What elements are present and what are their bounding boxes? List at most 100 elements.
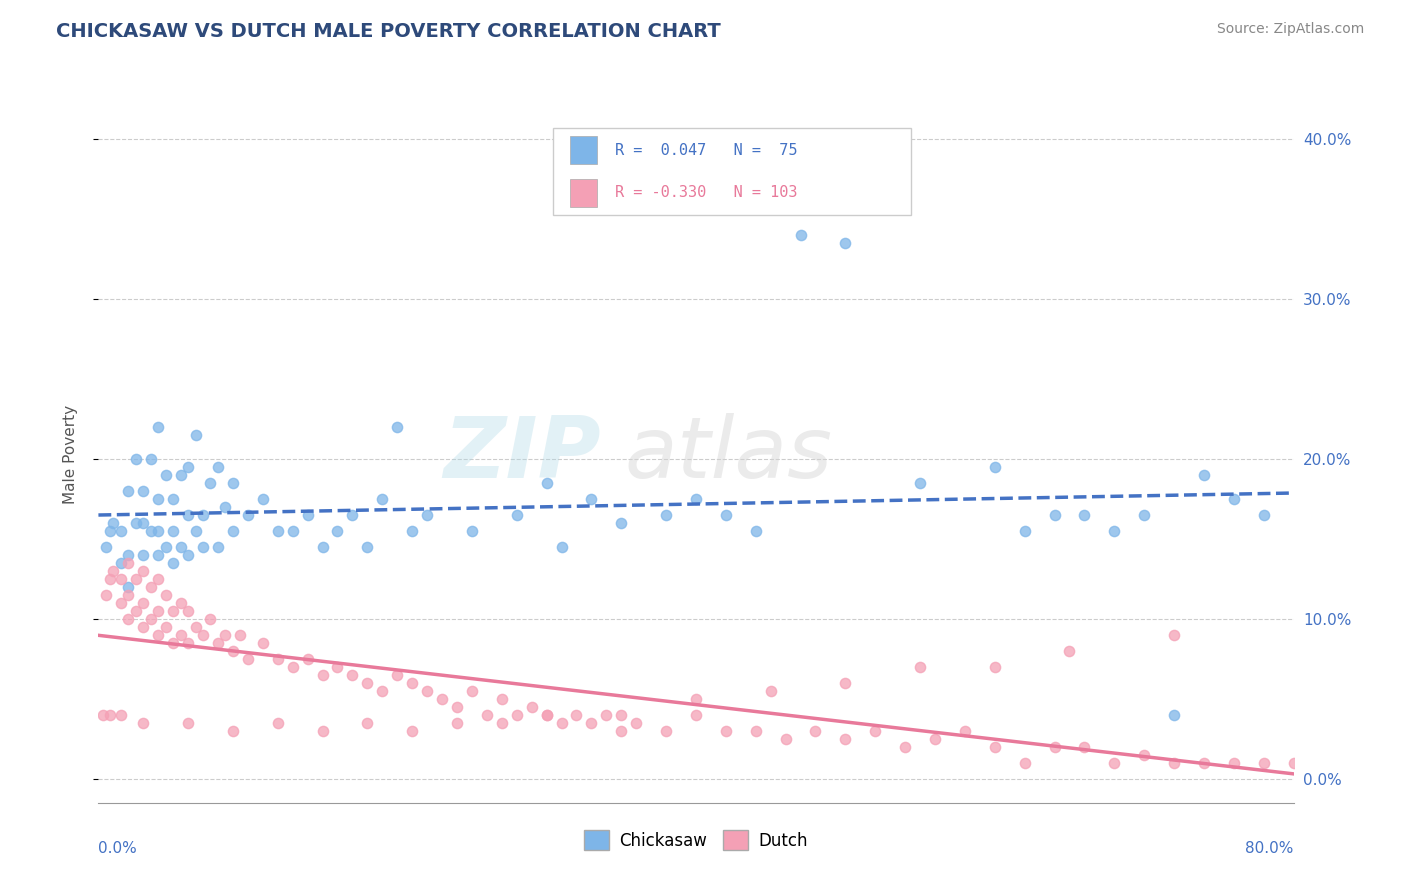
- Point: [1043, 508, 1066, 522]
- Point: [1223, 491, 1246, 506]
- Point: [550, 540, 572, 554]
- Point: [297, 652, 319, 666]
- Text: CHICKASAW VS DUTCH MALE POVERTY CORRELATION CHART: CHICKASAW VS DUTCH MALE POVERTY CORRELAT…: [56, 22, 721, 41]
- Text: R =  0.047   N =  75: R = 0.047 N = 75: [614, 143, 797, 158]
- Point: [132, 516, 155, 530]
- Point: [908, 660, 931, 674]
- Point: [326, 660, 349, 674]
- Point: [117, 612, 139, 626]
- Point: [191, 628, 214, 642]
- Point: [148, 524, 170, 538]
- Point: [191, 540, 214, 554]
- Point: [581, 491, 603, 506]
- Point: [252, 491, 274, 506]
- Point: [984, 660, 1007, 674]
- Point: [267, 715, 290, 730]
- Point: [311, 668, 333, 682]
- FancyBboxPatch shape: [571, 136, 596, 164]
- Point: [229, 628, 252, 642]
- Point: [1073, 508, 1095, 522]
- Point: [162, 491, 184, 506]
- Point: [311, 540, 333, 554]
- Point: [169, 628, 191, 642]
- Point: [214, 628, 236, 642]
- Point: [100, 707, 122, 722]
- Point: [117, 556, 139, 570]
- Point: [714, 508, 737, 522]
- Point: [461, 524, 484, 538]
- Point: [125, 516, 148, 530]
- Point: [834, 731, 856, 746]
- Point: [110, 596, 132, 610]
- Point: [1163, 707, 1185, 722]
- Point: [1192, 467, 1215, 482]
- Point: [117, 580, 139, 594]
- Point: [148, 572, 170, 586]
- Point: [139, 580, 162, 594]
- Point: [236, 508, 259, 522]
- Point: [401, 676, 423, 690]
- Point: [177, 715, 200, 730]
- Point: [714, 723, 737, 738]
- Point: [177, 636, 200, 650]
- Point: [139, 524, 162, 538]
- Point: [804, 723, 827, 738]
- Point: [565, 707, 588, 722]
- Point: [177, 508, 200, 522]
- Point: [94, 588, 117, 602]
- Point: [581, 715, 603, 730]
- FancyBboxPatch shape: [571, 178, 596, 207]
- Point: [1104, 524, 1126, 538]
- Point: [139, 451, 162, 466]
- Point: [155, 588, 177, 602]
- Point: [1073, 739, 1095, 754]
- Point: [177, 604, 200, 618]
- Point: [550, 715, 572, 730]
- Point: [430, 691, 453, 706]
- Point: [148, 548, 170, 562]
- Point: [94, 540, 117, 554]
- Point: [125, 604, 148, 618]
- Point: [132, 620, 155, 634]
- Point: [1192, 756, 1215, 770]
- Point: [132, 483, 155, 498]
- Point: [1014, 524, 1036, 538]
- Text: ZIP: ZIP: [443, 413, 600, 497]
- Point: [401, 723, 423, 738]
- Point: [834, 676, 856, 690]
- Point: [214, 500, 236, 514]
- FancyBboxPatch shape: [553, 128, 911, 215]
- Point: [132, 715, 155, 730]
- Point: [342, 668, 364, 682]
- Point: [139, 612, 162, 626]
- Point: [162, 524, 184, 538]
- Point: [924, 731, 946, 746]
- Point: [984, 739, 1007, 754]
- Point: [91, 707, 114, 722]
- Point: [117, 548, 139, 562]
- Point: [177, 548, 200, 562]
- Point: [222, 644, 245, 658]
- Point: [506, 508, 529, 522]
- Point: [745, 723, 768, 738]
- Point: [162, 636, 184, 650]
- Point: [1133, 508, 1156, 522]
- Point: [1163, 628, 1185, 642]
- Point: [385, 420, 409, 434]
- Point: [865, 723, 887, 738]
- Point: [834, 235, 856, 250]
- Point: [267, 524, 290, 538]
- Text: 0.0%: 0.0%: [98, 841, 138, 856]
- Point: [1059, 644, 1081, 658]
- Point: [506, 707, 529, 722]
- Point: [461, 683, 484, 698]
- Point: [610, 723, 633, 738]
- Point: [475, 707, 498, 722]
- Point: [184, 620, 207, 634]
- Point: [236, 652, 259, 666]
- Point: [356, 676, 378, 690]
- Point: [655, 723, 678, 738]
- Point: [252, 636, 274, 650]
- Point: [184, 524, 207, 538]
- Point: [222, 723, 245, 738]
